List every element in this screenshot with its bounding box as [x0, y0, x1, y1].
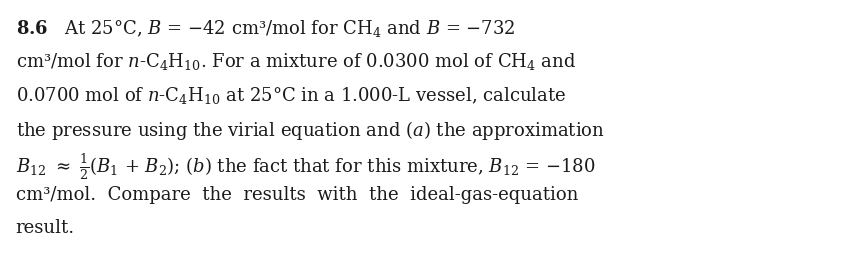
Text: cm³/mol.  Compare  the  results  with  the  ideal-gas-equation: cm³/mol. Compare the results with the id…: [16, 185, 578, 203]
Text: 0.0700 mol of $n$-C$_4$H$_{10}$ at 25°C in a 1.000-L vessel, calculate: 0.0700 mol of $n$-C$_4$H$_{10}$ at 25°C …: [16, 85, 566, 106]
Text: result.: result.: [16, 219, 74, 237]
Text: the pressure using the virial equation and ($a$) the approximation: the pressure using the virial equation a…: [16, 118, 605, 142]
Text: $B_{12}$ $\approx$ $\frac{1}{2}$($B_1$ + $B_2$); ($b$) the fact that for this mi: $B_{12}$ $\approx$ $\frac{1}{2}$($B_1$ +…: [16, 152, 595, 182]
Text: cm³/mol for $n$-C$_4$H$_{10}$. For a mixture of 0.0300 mol of CH$_4$ and: cm³/mol for $n$-C$_4$H$_{10}$. For a mix…: [16, 51, 575, 73]
Text: $\mathbf{8.6}$   At 25°C, $B$ = −42 cm³/mol for CH$_4$ and $B$ = −732: $\mathbf{8.6}$ At 25°C, $B$ = −42 cm³/mo…: [16, 18, 515, 39]
